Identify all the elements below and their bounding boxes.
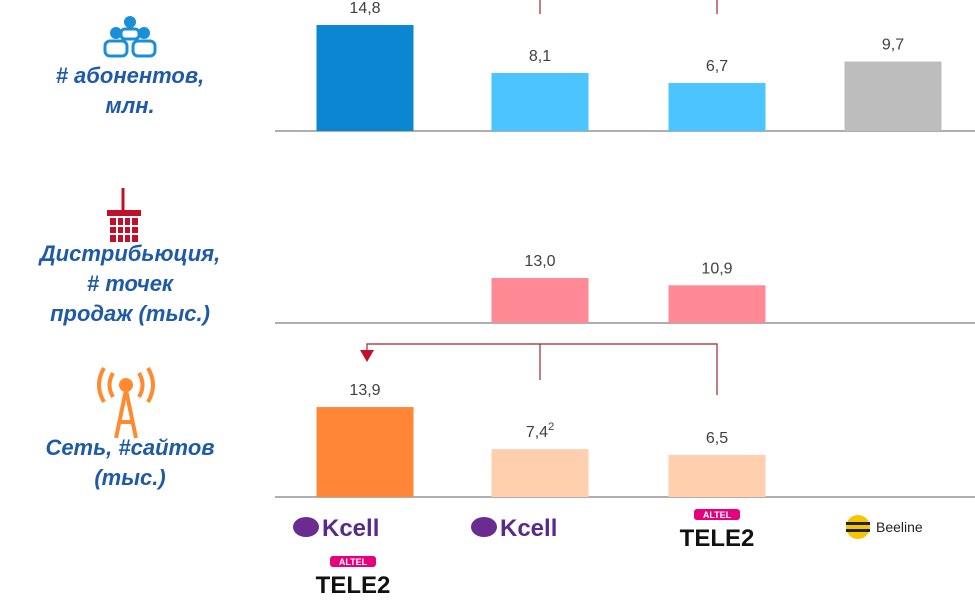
altel-logo: ALTEL TELE2 <box>316 556 391 599</box>
bar <box>316 25 414 132</box>
value-label: 14,8 <box>349 0 380 17</box>
value-label: 13,0 <box>524 253 555 270</box>
row-title: Дистрибьюция, <box>38 241 220 266</box>
bar <box>491 278 589 323</box>
logo-text: ALTEL <box>339 557 368 567</box>
value-label: 7,42 <box>526 421 554 441</box>
logo-text: TELE2 <box>680 525 755 552</box>
bar <box>491 73 589 131</box>
bar <box>668 454 766 497</box>
value-label: 6,7 <box>706 58 728 75</box>
row-title: (тыс.) <box>94 465 165 490</box>
value-label: 10,9 <box>701 260 732 277</box>
value-label: 6,5 <box>706 430 728 447</box>
bar <box>668 83 766 131</box>
row-title: млн. <box>105 93 154 118</box>
value-label: 8,1 <box>529 48 551 65</box>
logo-text: ALTEL <box>703 510 732 520</box>
row-title: Сеть, #сайтов <box>45 435 214 460</box>
arrow-head <box>360 350 374 362</box>
value-label: 13,9 <box>349 382 380 399</box>
people-icon <box>103 16 157 58</box>
row-title: # точек <box>87 271 175 296</box>
bar <box>316 407 414 497</box>
kcell-logo: Kcell <box>293 515 379 542</box>
logo-text: TELE2 <box>316 572 391 599</box>
footnote-mark: 2 <box>548 421 554 433</box>
tower-icon <box>97 366 155 439</box>
basket-icon <box>107 188 141 242</box>
beeline-logo: Beeline <box>846 515 923 539</box>
logo-text: Kcell <box>500 515 557 542</box>
logo-text: Beeline <box>876 519 923 535</box>
logo-text: Kcell <box>322 515 379 542</box>
altel-logo: ALTEL TELE2 <box>680 509 755 552</box>
row-title: # абонентов, <box>56 63 205 88</box>
bar <box>491 449 589 497</box>
kcell-logo: Kcell <box>471 515 557 542</box>
bar <box>844 61 942 131</box>
logos: Kcell ALTEL TELE2 Kcell ALTEL TELE2 Beel… <box>293 509 923 599</box>
bar <box>668 285 766 323</box>
connectors <box>366 0 718 395</box>
value-label: 9,7 <box>882 37 904 54</box>
row-title: продаж (тыс.) <box>50 301 210 326</box>
